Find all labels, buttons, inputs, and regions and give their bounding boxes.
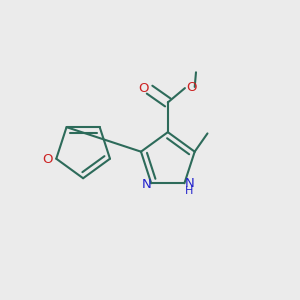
- Text: O: O: [186, 81, 197, 94]
- Text: H: H: [185, 186, 194, 196]
- Text: N: N: [142, 178, 152, 190]
- Text: O: O: [138, 82, 149, 95]
- Text: N: N: [184, 177, 194, 190]
- Text: O: O: [43, 153, 53, 166]
